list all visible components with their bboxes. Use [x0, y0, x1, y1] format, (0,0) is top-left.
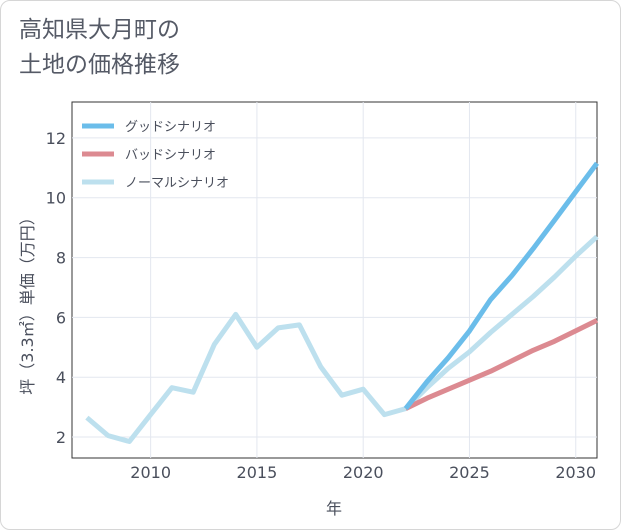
series-line-normal — [85, 234, 599, 444]
series-line-good — [403, 161, 600, 411]
y-axis-label: 坪（3.3㎡）単価（万円） — [18, 209, 37, 394]
y-tick-label: 4 — [56, 368, 66, 387]
x-axis-ticks: 2010 2015 2020 2025 2030 — [130, 463, 596, 482]
series-line-bad — [404, 318, 599, 411]
grid-lines — [72, 102, 597, 458]
title-line-1: 高知県大月町の — [19, 17, 180, 43]
y-tick-label: 12 — [46, 129, 66, 148]
y-tick-label: 2 — [56, 428, 66, 447]
x-tick-label: 2015 — [237, 463, 278, 482]
x-tick-label: 2025 — [449, 463, 490, 482]
x-tick-label: 2020 — [343, 463, 384, 482]
y-tick-label: 8 — [56, 249, 66, 268]
legend-label[interactable]: ノーマルシナリオ — [125, 176, 229, 191]
legend-label[interactable]: グッドシナリオ — [125, 120, 216, 135]
y-axis-ticks: 2 4 6 8 10 12 — [46, 129, 66, 447]
x-axis-label: 年 — [326, 499, 342, 518]
y-tick-label: 10 — [46, 189, 66, 208]
x-tick-label: 2030 — [555, 463, 596, 482]
legend-label[interactable]: バッドシナリオ — [125, 148, 216, 163]
series-lines — [85, 161, 600, 444]
chart-title: 高知県大月町の 土地の価格推移 — [19, 13, 180, 83]
title-line-2: 土地の価格推移 — [19, 52, 180, 78]
y-tick-label: 6 — [56, 308, 66, 327]
x-tick-label: 2010 — [130, 463, 171, 482]
